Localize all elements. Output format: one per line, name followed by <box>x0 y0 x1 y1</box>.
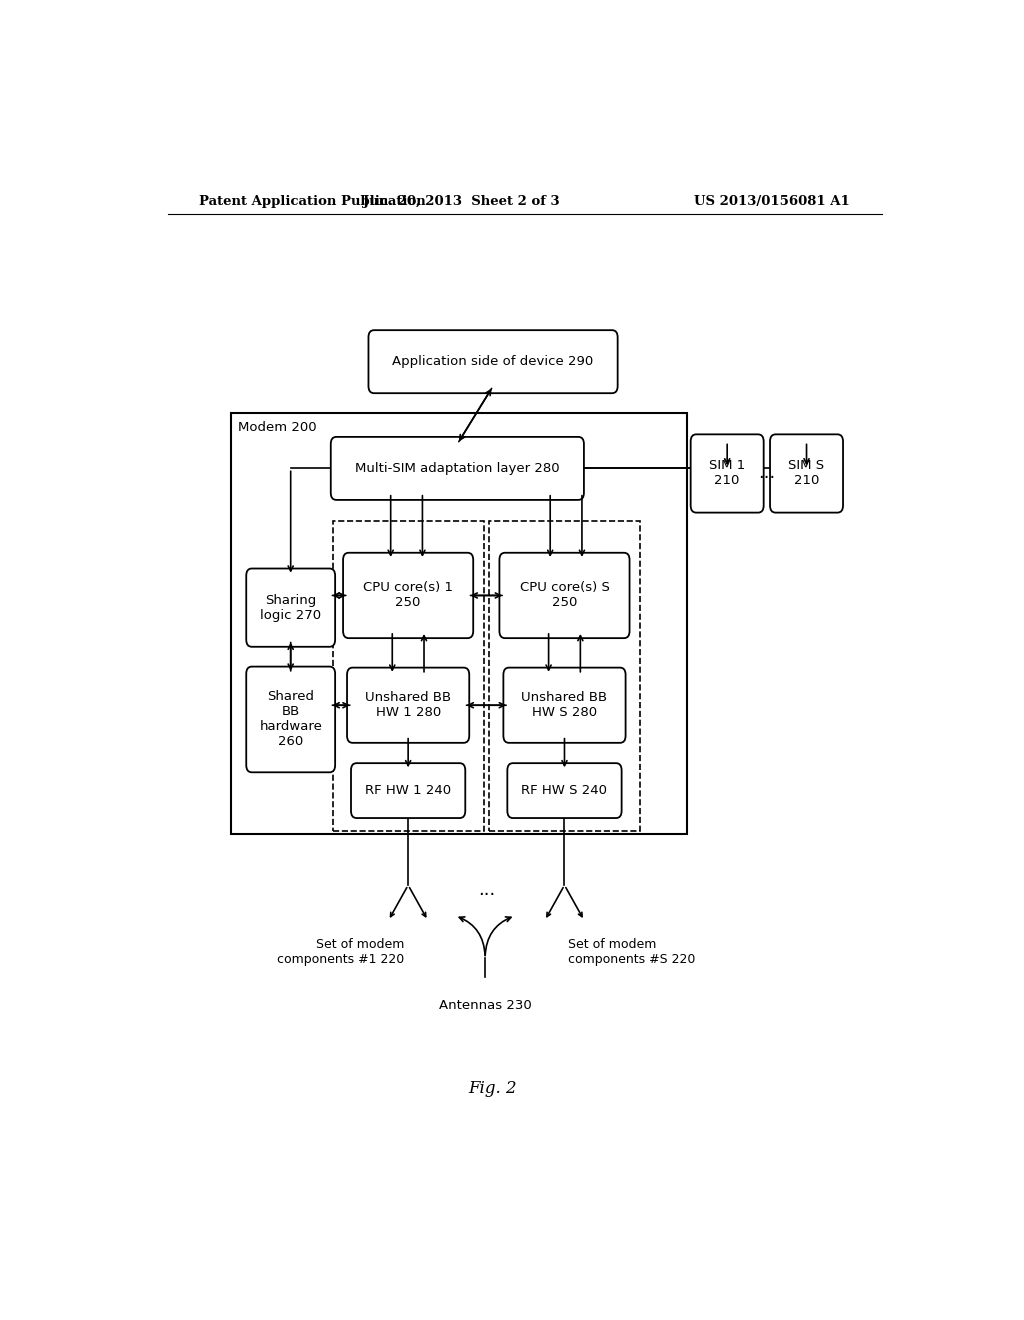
FancyBboxPatch shape <box>246 569 335 647</box>
Text: Sharing
logic 270: Sharing logic 270 <box>260 594 322 622</box>
Text: Set of modem
components #S 220: Set of modem components #S 220 <box>568 939 696 966</box>
Text: CPU core(s) 1
250: CPU core(s) 1 250 <box>364 581 454 610</box>
Text: US 2013/0156081 A1: US 2013/0156081 A1 <box>694 194 850 207</box>
Text: Patent Application Publication: Patent Application Publication <box>200 194 426 207</box>
FancyBboxPatch shape <box>347 668 469 743</box>
Text: Unshared BB
HW 1 280: Unshared BB HW 1 280 <box>366 692 452 719</box>
Text: ...: ... <box>477 882 495 899</box>
Text: RF HW 1 240: RF HW 1 240 <box>366 784 452 797</box>
Bar <box>231 413 687 834</box>
Text: Shared
BB
hardware
260: Shared BB hardware 260 <box>259 690 323 748</box>
FancyBboxPatch shape <box>246 667 335 772</box>
Text: Modem 200: Modem 200 <box>238 421 316 434</box>
FancyBboxPatch shape <box>500 553 630 638</box>
Text: ...: ... <box>758 465 775 483</box>
Text: Multi-SIM adaptation layer 280: Multi-SIM adaptation layer 280 <box>355 462 560 475</box>
Bar <box>489 521 640 832</box>
Text: Unshared BB
HW S 280: Unshared BB HW S 280 <box>521 692 607 719</box>
FancyBboxPatch shape <box>504 668 626 743</box>
Text: RF HW S 240: RF HW S 240 <box>521 784 607 797</box>
Text: SIM S
210: SIM S 210 <box>788 459 824 487</box>
FancyBboxPatch shape <box>507 763 622 818</box>
FancyBboxPatch shape <box>343 553 473 638</box>
Bar <box>333 521 483 832</box>
Text: Fig. 2: Fig. 2 <box>469 1080 517 1097</box>
Text: Application side of device 290: Application side of device 290 <box>392 355 594 368</box>
Text: Jun. 20, 2013  Sheet 2 of 3: Jun. 20, 2013 Sheet 2 of 3 <box>362 194 560 207</box>
FancyBboxPatch shape <box>331 437 584 500</box>
FancyBboxPatch shape <box>690 434 764 512</box>
FancyBboxPatch shape <box>351 763 465 818</box>
Text: Set of modem
components #1 220: Set of modem components #1 220 <box>276 939 404 966</box>
FancyBboxPatch shape <box>770 434 843 512</box>
Text: Antennas 230: Antennas 230 <box>438 999 531 1012</box>
FancyBboxPatch shape <box>369 330 617 393</box>
Text: CPU core(s) S
250: CPU core(s) S 250 <box>519 581 609 610</box>
Text: SIM 1
210: SIM 1 210 <box>709 459 745 487</box>
